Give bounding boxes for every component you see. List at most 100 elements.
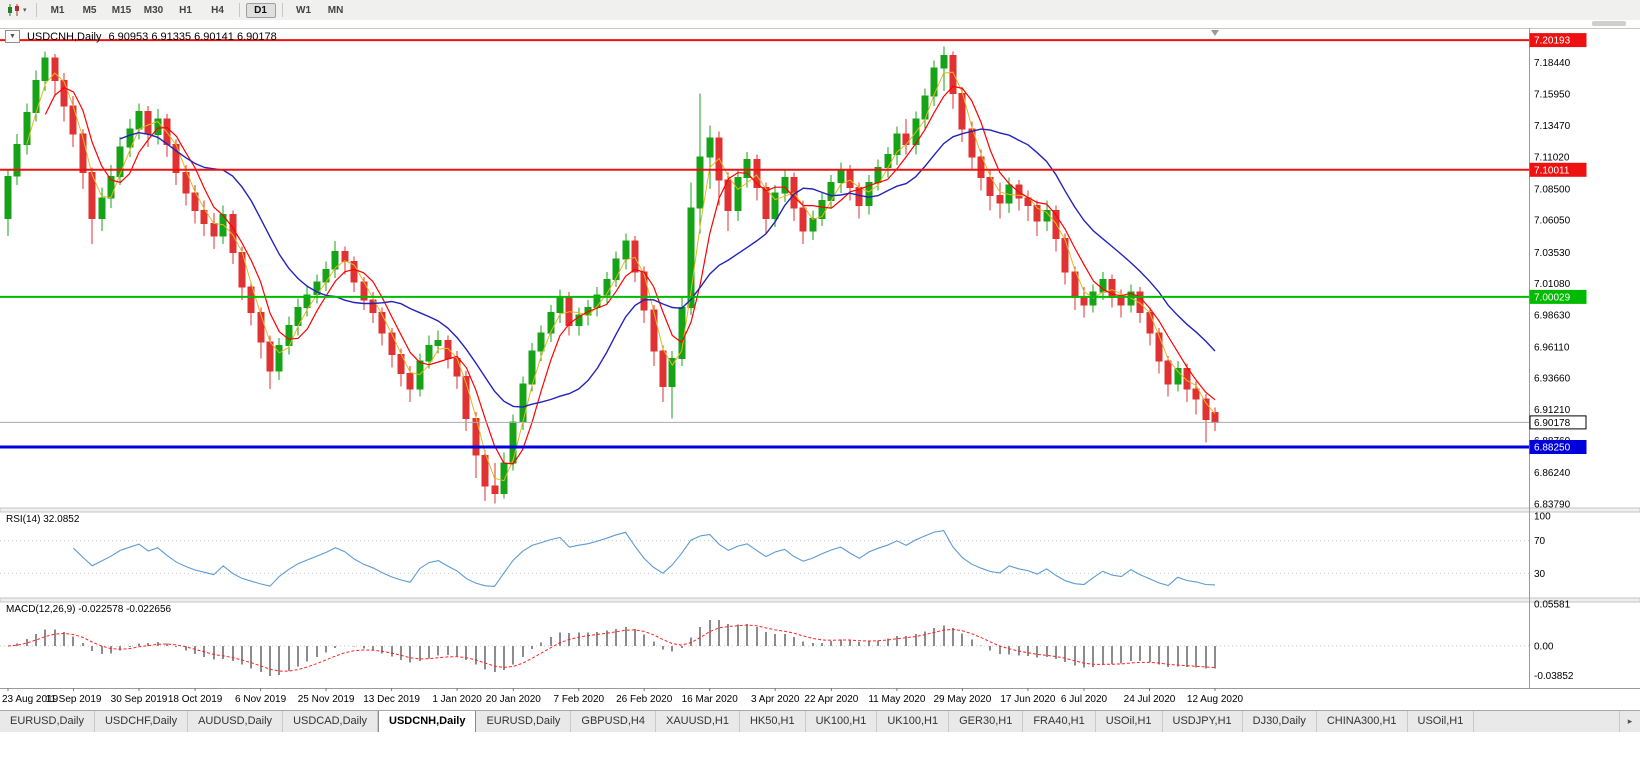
toolbar-separator (281, 3, 283, 17)
svg-text:29 May 2020: 29 May 2020 (933, 694, 991, 705)
svg-text:7.10011: 7.10011 (1534, 165, 1570, 176)
chart-tab-8[interactable]: HK50,H1 (740, 711, 806, 732)
one-click-trading-toggle[interactable]: ▼ (5, 30, 20, 43)
pane-splitter[interactable] (0, 597, 1640, 603)
tab-scroll-right[interactable]: ▸ (1619, 711, 1640, 732)
chart-shift-marker[interactable] (1211, 30, 1219, 36)
svg-text:6.83790: 6.83790 (1534, 499, 1571, 510)
svg-text:25 Nov 2019: 25 Nov 2019 (298, 694, 355, 705)
svg-text:12 Aug 2020: 12 Aug 2020 (1187, 694, 1244, 705)
svg-text:-0.03852: -0.03852 (1534, 671, 1574, 682)
pane-splitter[interactable] (0, 507, 1640, 513)
timeframe-m30[interactable]: M30 (143, 4, 164, 16)
svg-text:6 Jul 2020: 6 Jul 2020 (1061, 694, 1108, 705)
chart-tab-5[interactable]: EURUSD,Daily (476, 711, 572, 732)
chart-tabs: EURUSD,Daily USDCHF,Daily AUDUSD,Daily USDC… (0, 711, 1619, 732)
chart-tab-15[interactable]: DJ30,Daily (1243, 711, 1317, 732)
chart-tab-13[interactable]: USOil,H1 (1096, 711, 1163, 732)
svg-text:18 Oct 2019: 18 Oct 2019 (168, 694, 223, 705)
svg-text:6.98630: 6.98630 (1534, 310, 1571, 321)
chart-tab-1[interactable]: USDCHF,Daily (95, 711, 189, 732)
svg-text:26 Feb 2020: 26 Feb 2020 (616, 694, 673, 705)
svg-text:7.18440: 7.18440 (1534, 58, 1571, 69)
svg-text:6.91210: 6.91210 (1534, 405, 1571, 416)
chart-tab-3[interactable]: USDCAD,Daily (283, 711, 379, 732)
chart-tab-14[interactable]: USDJPY,H1 (1163, 711, 1243, 732)
status-strip (0, 732, 1640, 765)
svg-text:30: 30 (1534, 569, 1546, 580)
svg-text:7 Feb 2020: 7 Feb 2020 (553, 694, 604, 705)
chart-tab-10[interactable]: UK100,H1 (877, 711, 950, 732)
svg-text:7.00029: 7.00029 (1534, 292, 1571, 303)
chart-tab-6[interactable]: GBPUSD,H4 (571, 711, 656, 732)
price-badge: 6.90178 (1529, 415, 1587, 430)
macd-signal-line (7, 624, 1216, 672)
svg-text:70: 70 (1534, 536, 1546, 547)
timeframe-h4[interactable]: H4 (211, 4, 224, 16)
chart-tab-4[interactable]: USDCNH,Daily (378, 711, 477, 732)
svg-text:100: 100 (1534, 512, 1551, 523)
chart-canvas[interactable]: 7.18440 7.15950 7.13470 7.11020 7.08500 7.060… (0, 28, 1640, 708)
chart-ohlc-values: 6.90953 6.91335 6.90141 6.90178 (108, 30, 277, 43)
timeframe-m5[interactable]: M5 (82, 4, 97, 16)
timeframe-h1[interactable]: H1 (179, 4, 192, 16)
svg-text:11 May 2020: 11 May 2020 (868, 694, 926, 705)
price-badge: 7.10011 (1529, 162, 1587, 177)
chart-tab-16[interactable]: CHINA300,H1 (1317, 711, 1408, 732)
svg-text:1 Jan 2020: 1 Jan 2020 (432, 694, 482, 705)
candlestick-chart-icon (8, 4, 19, 16)
svg-text:7.08500: 7.08500 (1534, 185, 1571, 196)
svg-text:7.01080: 7.01080 (1534, 279, 1571, 290)
svg-text:23 Aug 2019: 23 Aug 2019 (2, 694, 59, 705)
svg-text:22 Apr 2020: 22 Apr 2020 (804, 694, 858, 705)
timeframe-d1[interactable]: D1 (245, 2, 276, 18)
rsi-pane (0, 529, 1529, 587)
toolbar-separator (35, 3, 37, 17)
svg-text:6.90178: 6.90178 (1534, 418, 1571, 429)
chart-tab-11[interactable]: GER30,H1 (949, 711, 1024, 732)
timeframe-m15[interactable]: M15 (111, 4, 132, 16)
svg-text:13 Dec 2019: 13 Dec 2019 (363, 694, 420, 705)
chart-tab-2[interactable]: AUDUSD,Daily (188, 711, 284, 732)
macd-pane (0, 619, 1529, 676)
price-axis[interactable]: 7.18440 7.15950 7.13470 7.11020 7.08500 7.060… (1529, 28, 1587, 688)
ma-yellow-line (26, 71, 1216, 482)
ma-blue-line (120, 128, 1216, 408)
svg-text:0.00: 0.00 (1534, 642, 1554, 653)
chart-tab-0[interactable]: EURUSD,Daily (0, 711, 95, 732)
macd-histogram (16, 619, 1216, 676)
svg-text:6.88250: 6.88250 (1534, 443, 1571, 454)
price-badge: 6.88250 (1529, 440, 1587, 454)
chart-scrollbar[interactable] (0, 20, 1640, 28)
svg-text:7.06050: 7.06050 (1534, 216, 1571, 227)
chart-tab-9[interactable]: UK100,H1 (806, 711, 878, 732)
chart-tab-7[interactable]: XAUUSD,H1 (656, 711, 740, 732)
svg-text:11 Sep 2019: 11 Sep 2019 (46, 694, 102, 705)
timeframe-buttons: M1 M5 M15 M30 H1 H4 D1 W1 MN (43, 2, 351, 18)
timeframe-m1[interactable]: M1 (50, 4, 65, 16)
chart-tab-12[interactable]: FRA40,H1 (1023, 711, 1096, 732)
svg-text:17 Jun 2020: 17 Jun 2020 (1000, 694, 1055, 705)
chart-tab-17[interactable]: USOil,H1 (1408, 711, 1475, 732)
svg-text:7.20193: 7.20193 (1534, 36, 1571, 47)
tab-bar: EURUSD,Daily USDCHF,Daily AUDUSD,Daily USDC… (0, 710, 1640, 732)
svg-text:6 Nov 2019: 6 Nov 2019 (235, 694, 287, 705)
svg-text:6.86240: 6.86240 (1534, 468, 1571, 479)
svg-text:6.93660: 6.93660 (1534, 374, 1571, 385)
svg-text:7.11020: 7.11020 (1534, 152, 1570, 163)
svg-text:7.13470: 7.13470 (1534, 121, 1571, 132)
svg-text:3 Apr 2020: 3 Apr 2020 (751, 694, 800, 705)
timeframe-w1[interactable]: W1 (296, 4, 312, 16)
chart-symbol-period: USDCNH,Daily (26, 30, 102, 43)
rsi-indicator-label: RSI(14) 32.0852 (6, 514, 80, 525)
svg-text:16 Mar 2020: 16 Mar 2020 (682, 694, 739, 705)
svg-text:7.03530: 7.03530 (1534, 248, 1571, 259)
timeframe-mn[interactable]: MN (327, 4, 344, 16)
chart-type-button[interactable]: ▾ (4, 3, 30, 17)
candle-series (4, 46, 1219, 504)
rsi-line (73, 529, 1216, 587)
chart-scrollbar-thumb[interactable] (1592, 21, 1626, 26)
price-badge: 7.20193 (1529, 33, 1587, 48)
macd-indicator-label: MACD(12,26,9) -0.022578 -0.022656 (6, 604, 172, 615)
